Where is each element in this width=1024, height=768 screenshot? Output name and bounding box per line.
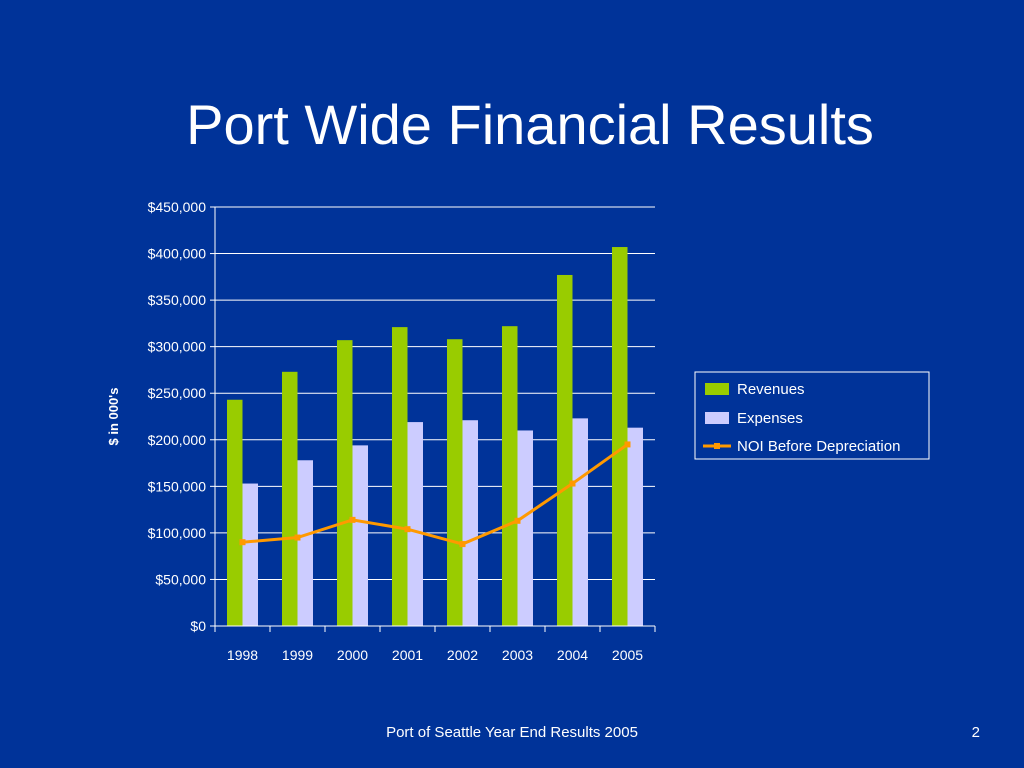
x-tick-label-2005: 2005	[612, 647, 643, 663]
revenue-bar-2002	[447, 339, 463, 626]
revenue-bar-2001	[392, 327, 408, 626]
legend-swatch-revenues	[705, 383, 729, 395]
legend-label-expenses: Expenses	[737, 410, 803, 427]
legend-label-revenues: Revenues	[737, 381, 805, 398]
y-tick-label: $100,000	[148, 525, 207, 541]
x-tick-label-1998: 1998	[227, 647, 258, 663]
y-tick-label: $250,000	[148, 385, 207, 401]
revenue-bar-2003	[502, 326, 518, 626]
noi-point-2002	[459, 541, 466, 548]
x-tick-label-1999: 1999	[282, 647, 313, 663]
x-tick-label-2000: 2000	[337, 647, 368, 663]
x-tick-label-2003: 2003	[502, 647, 533, 663]
noi-point-2003	[514, 517, 521, 524]
legend-box	[694, 371, 930, 460]
y-axis-label: $ in 000's	[106, 387, 121, 445]
expense-bar-2000	[352, 445, 368, 626]
noi-point-1998	[239, 539, 246, 546]
legend-swatch-noi-marker	[714, 443, 720, 449]
revenue-bar-2004	[557, 274, 573, 626]
revenue-bar-1999	[282, 371, 298, 626]
noi-point-1999	[294, 534, 301, 541]
revenue-bar-2000	[337, 340, 353, 626]
noi-point-2001	[404, 526, 411, 533]
y-tick-label: $300,000	[148, 339, 207, 355]
expense-bar-2005	[627, 427, 643, 626]
expense-bar-1998	[242, 483, 258, 626]
x-tick-label-2001: 2001	[392, 647, 423, 663]
legend-swatch-expenses	[705, 412, 729, 424]
y-tick-label: $350,000	[148, 292, 207, 308]
revenue-bar-2005	[612, 247, 628, 626]
y-tick-label: $400,000	[148, 246, 207, 262]
x-tick-label-2002: 2002	[447, 647, 478, 663]
slide-title: Port Wide Financial Results	[186, 93, 874, 156]
noi-point-2005	[624, 441, 631, 448]
noi-point-2000	[349, 516, 356, 523]
revenue-bar-1998	[227, 399, 243, 626]
x-tick-label-2004: 2004	[557, 647, 588, 663]
y-tick-label: $450,000	[148, 199, 207, 215]
y-tick-label: $50,000	[155, 571, 206, 587]
noi-point-2004	[569, 480, 576, 487]
expense-bar-2003	[517, 430, 533, 626]
y-tick-label: $0	[190, 618, 206, 634]
expense-bar-1999	[297, 460, 313, 626]
legend-label-noi: NOI Before Depreciation	[737, 438, 900, 455]
expense-bar-2004	[572, 418, 588, 626]
slide-footer: Port of Seattle Year End Results 2005	[386, 724, 638, 741]
noi-line	[242, 443, 629, 546]
y-tick-label: $200,000	[148, 432, 207, 448]
y-tick-label: $150,000	[148, 478, 207, 494]
page-number: 2	[971, 724, 980, 741]
expense-bar-2002	[462, 420, 478, 626]
expense-bar-2001	[407, 422, 423, 626]
